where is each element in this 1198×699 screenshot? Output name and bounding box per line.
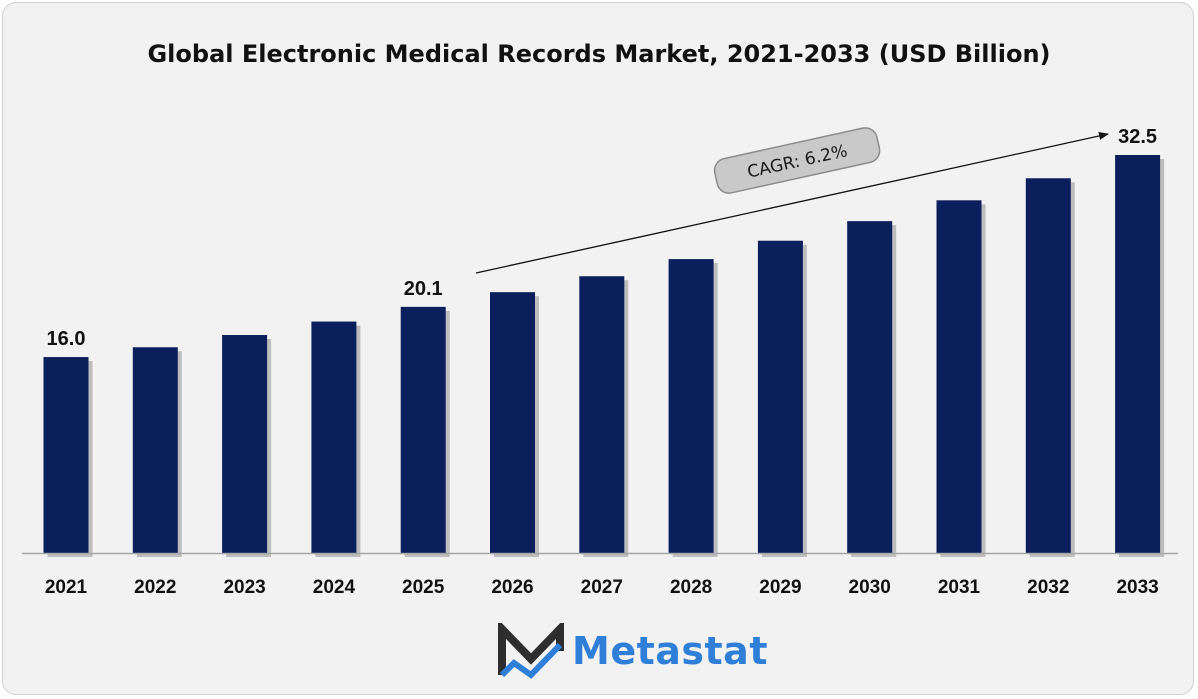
x-tick-label-2027: 2027	[581, 577, 623, 598]
data-label-2025: 20.1	[404, 278, 443, 300]
x-tick-label-2032: 2032	[1027, 577, 1069, 598]
chart-title: Global Electronic Medical Records Market…	[147, 40, 1051, 68]
x-tick-label-2026: 2026	[491, 577, 533, 598]
x-tick-label-2021: 2021	[45, 577, 88, 598]
bar-2033	[1115, 155, 1161, 553]
data-label-2021: 16.0	[47, 328, 86, 350]
x-tick-label-2030: 2030	[849, 577, 891, 598]
bar-2031	[936, 200, 982, 553]
bar-2029	[757, 240, 803, 553]
x-tick-label-2029: 2029	[759, 577, 801, 598]
x-tick-label-2033: 2033	[1116, 577, 1158, 598]
bar-2021	[43, 357, 89, 553]
bar-2026	[490, 292, 535, 553]
cagr-arrow	[475, 132, 1109, 274]
bar-2027	[579, 276, 625, 553]
cagr-badge: CAGR: 6.2%	[713, 127, 881, 194]
bar-2024	[311, 321, 357, 553]
x-tick-label-2025: 2025	[402, 577, 445, 598]
bar-2030	[847, 221, 893, 554]
bar-2032	[1025, 178, 1071, 553]
x-tick-label-2031: 2031	[938, 577, 981, 598]
x-tick-label-2022: 2022	[134, 577, 176, 598]
metastat-logo-icon	[498, 623, 564, 679]
logo-text: Metastat	[572, 629, 768, 673]
x-tick-label-2023: 2023	[223, 577, 265, 598]
bar-2025	[400, 306, 446, 553]
bar-2023	[222, 335, 268, 553]
x-tick-label-2024: 2024	[313, 577, 356, 598]
metastat-logo: Metastat	[498, 622, 768, 680]
data-label-2033: 32.5	[1118, 126, 1157, 148]
bar-2028	[668, 259, 714, 553]
bar-2022	[132, 347, 178, 553]
x-tick-label-2028: 2028	[670, 577, 712, 598]
